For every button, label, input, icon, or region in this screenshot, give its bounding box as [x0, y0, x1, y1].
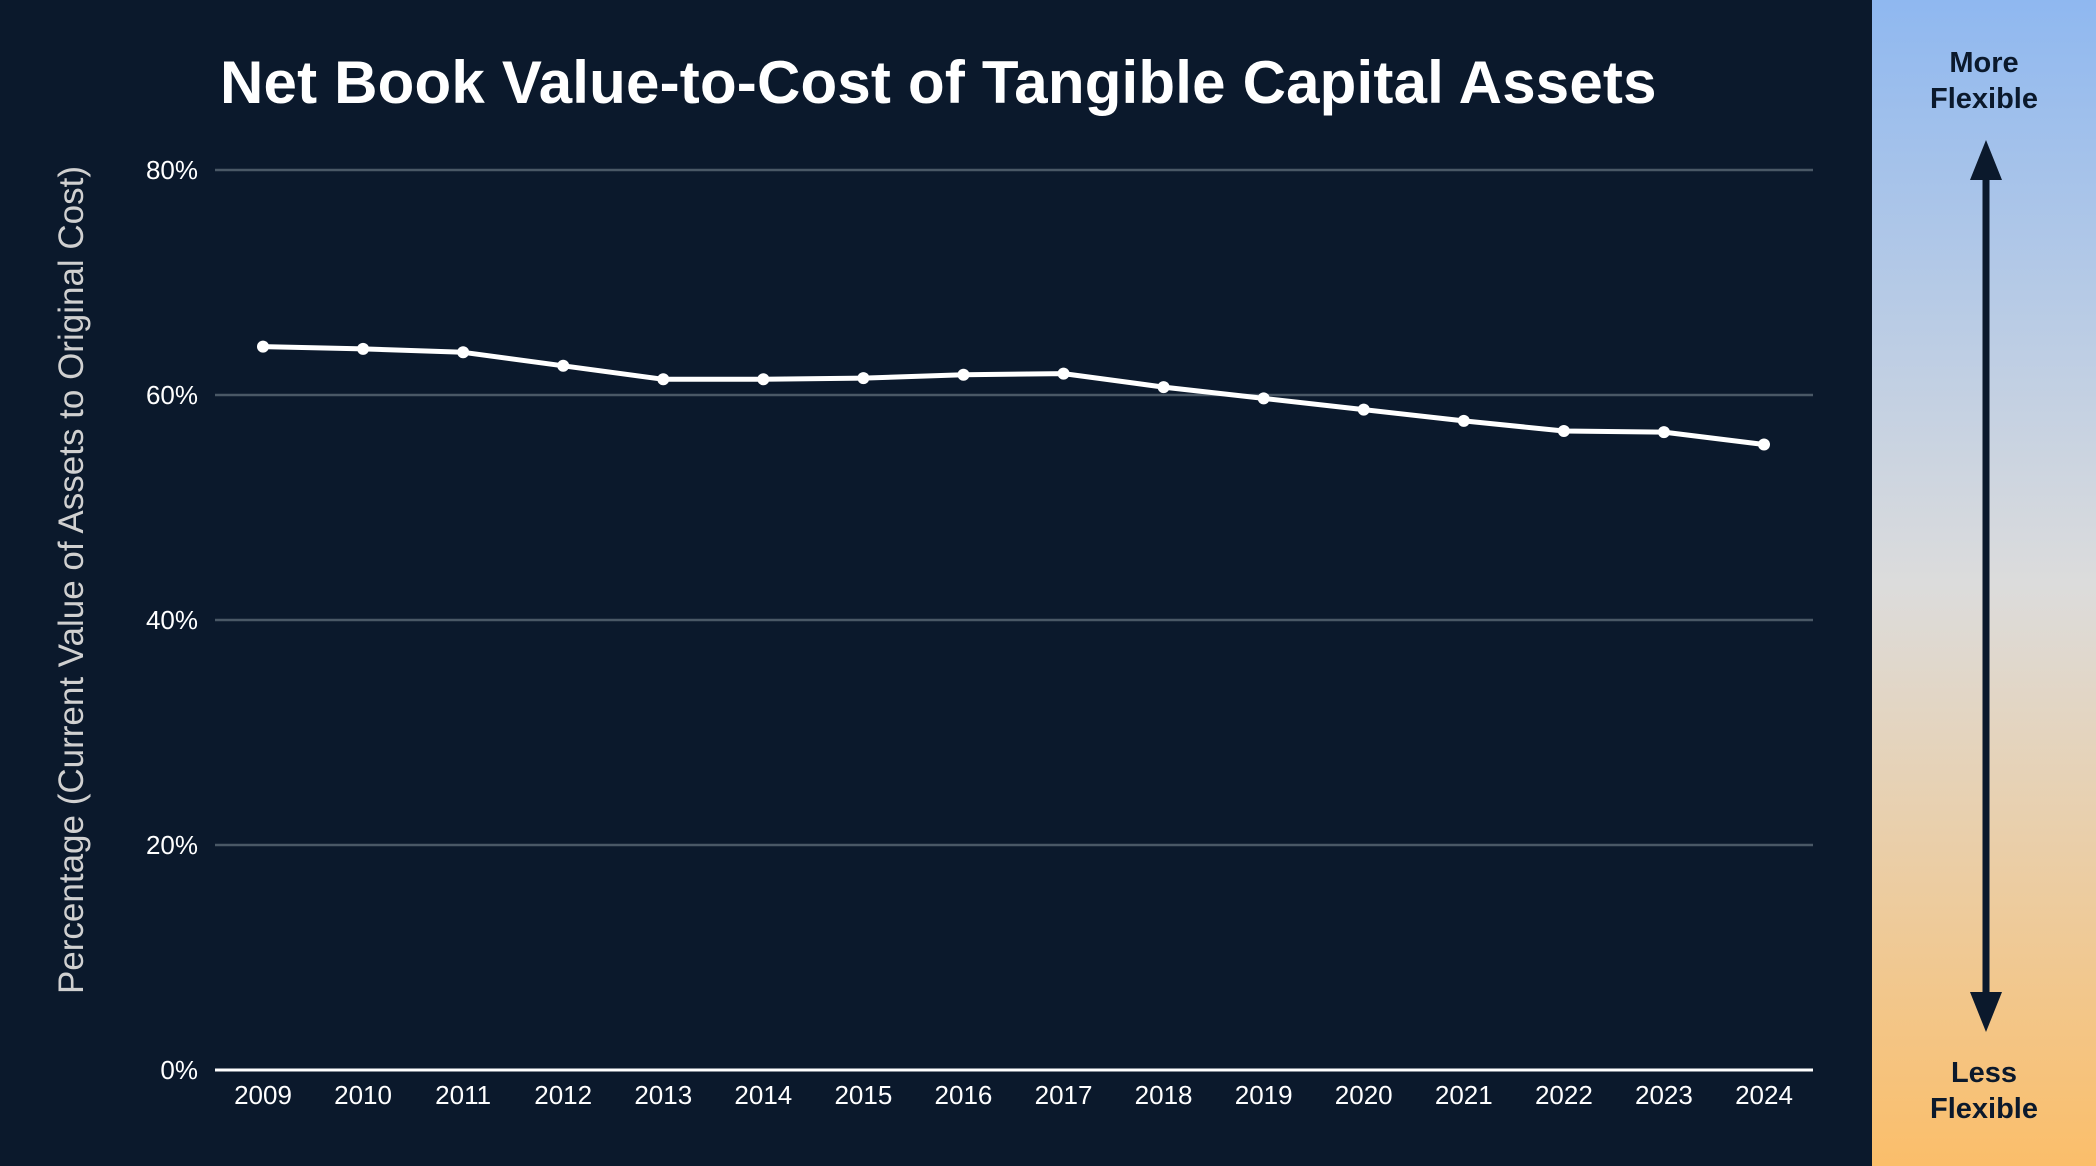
data-points — [257, 340, 1770, 451]
data-point — [657, 373, 670, 386]
x-tick-label: 2011 — [435, 1080, 491, 1110]
data-point — [1657, 426, 1670, 439]
x-tick-label: 2014 — [734, 1080, 792, 1110]
line-chart: 0%20%40%60%80% 2009 2010 2011 2012 2013 2014 2… — [146, 155, 1813, 1110]
data-point — [857, 372, 870, 385]
y-tick-label: 80% — [146, 155, 198, 185]
data-point — [1257, 392, 1270, 405]
x-tick-label: 2017 — [1035, 1080, 1093, 1110]
less-flexible-label: Less Flexible — [1872, 1055, 2096, 1127]
x-tick-label: 2024 — [1735, 1080, 1793, 1110]
data-point — [457, 346, 470, 359]
more-flexible-label: More Flexible — [1872, 45, 2096, 117]
x-tick-labels: 2009 2010 2011 2012 2013 2014 2015 2016 2017 2018… — [234, 1080, 1793, 1110]
y-tick-label: 0% — [160, 1055, 198, 1085]
more-flexible-line-1: More — [1949, 47, 2019, 79]
data-point — [757, 373, 770, 386]
gridlines — [215, 168, 1813, 847]
x-tick-label: 2021 — [1435, 1080, 1493, 1110]
data-point — [1457, 414, 1470, 427]
data-point — [1758, 438, 1770, 451]
more-flexible-line-2: Flexible — [1930, 83, 2038, 115]
flexibility-scale-panel: More Flexible Less Flexible — [1872, 0, 2096, 1166]
chart-title: Net Book Value-to-Cost of Tangible Capit… — [220, 49, 1657, 116]
x-tick-label: 2009 — [234, 1080, 292, 1110]
data-point — [1357, 403, 1370, 416]
less-flexible-line-2: Flexible — [1930, 1093, 2038, 1125]
x-tick-label: 2015 — [834, 1080, 892, 1110]
y-tick-labels: 0% 20% 40% 60% 80% — [146, 155, 198, 1085]
y-tick-label: 40% — [146, 605, 198, 635]
data-point — [557, 359, 570, 372]
data-point — [1557, 425, 1570, 437]
x-tick-label: 2013 — [634, 1080, 692, 1110]
data-point — [957, 368, 970, 381]
y-tick-label: 60% — [146, 380, 198, 410]
data-point — [257, 340, 269, 353]
x-tick-label: 2012 — [534, 1080, 592, 1110]
less-flexible-line-1: Less — [1950, 1057, 2018, 1089]
x-tick-label: 2019 — [1235, 1080, 1293, 1110]
x-tick-label: 2023 — [1635, 1080, 1693, 1110]
data-point — [1157, 381, 1170, 394]
data-point — [357, 342, 370, 355]
data-point — [1057, 367, 1070, 380]
x-tick-label: 2020 — [1335, 1080, 1393, 1110]
series-line — [262, 344, 1765, 447]
y-tick-label: 20% — [146, 830, 198, 860]
double-arrow-icon — [1970, 140, 2002, 1032]
x-tick-label: 2022 — [1535, 1080, 1593, 1110]
x-tick-label: 2010 — [334, 1080, 392, 1110]
x-tick-label: 2016 — [935, 1080, 993, 1110]
x-tick-label: 2018 — [1135, 1080, 1193, 1110]
